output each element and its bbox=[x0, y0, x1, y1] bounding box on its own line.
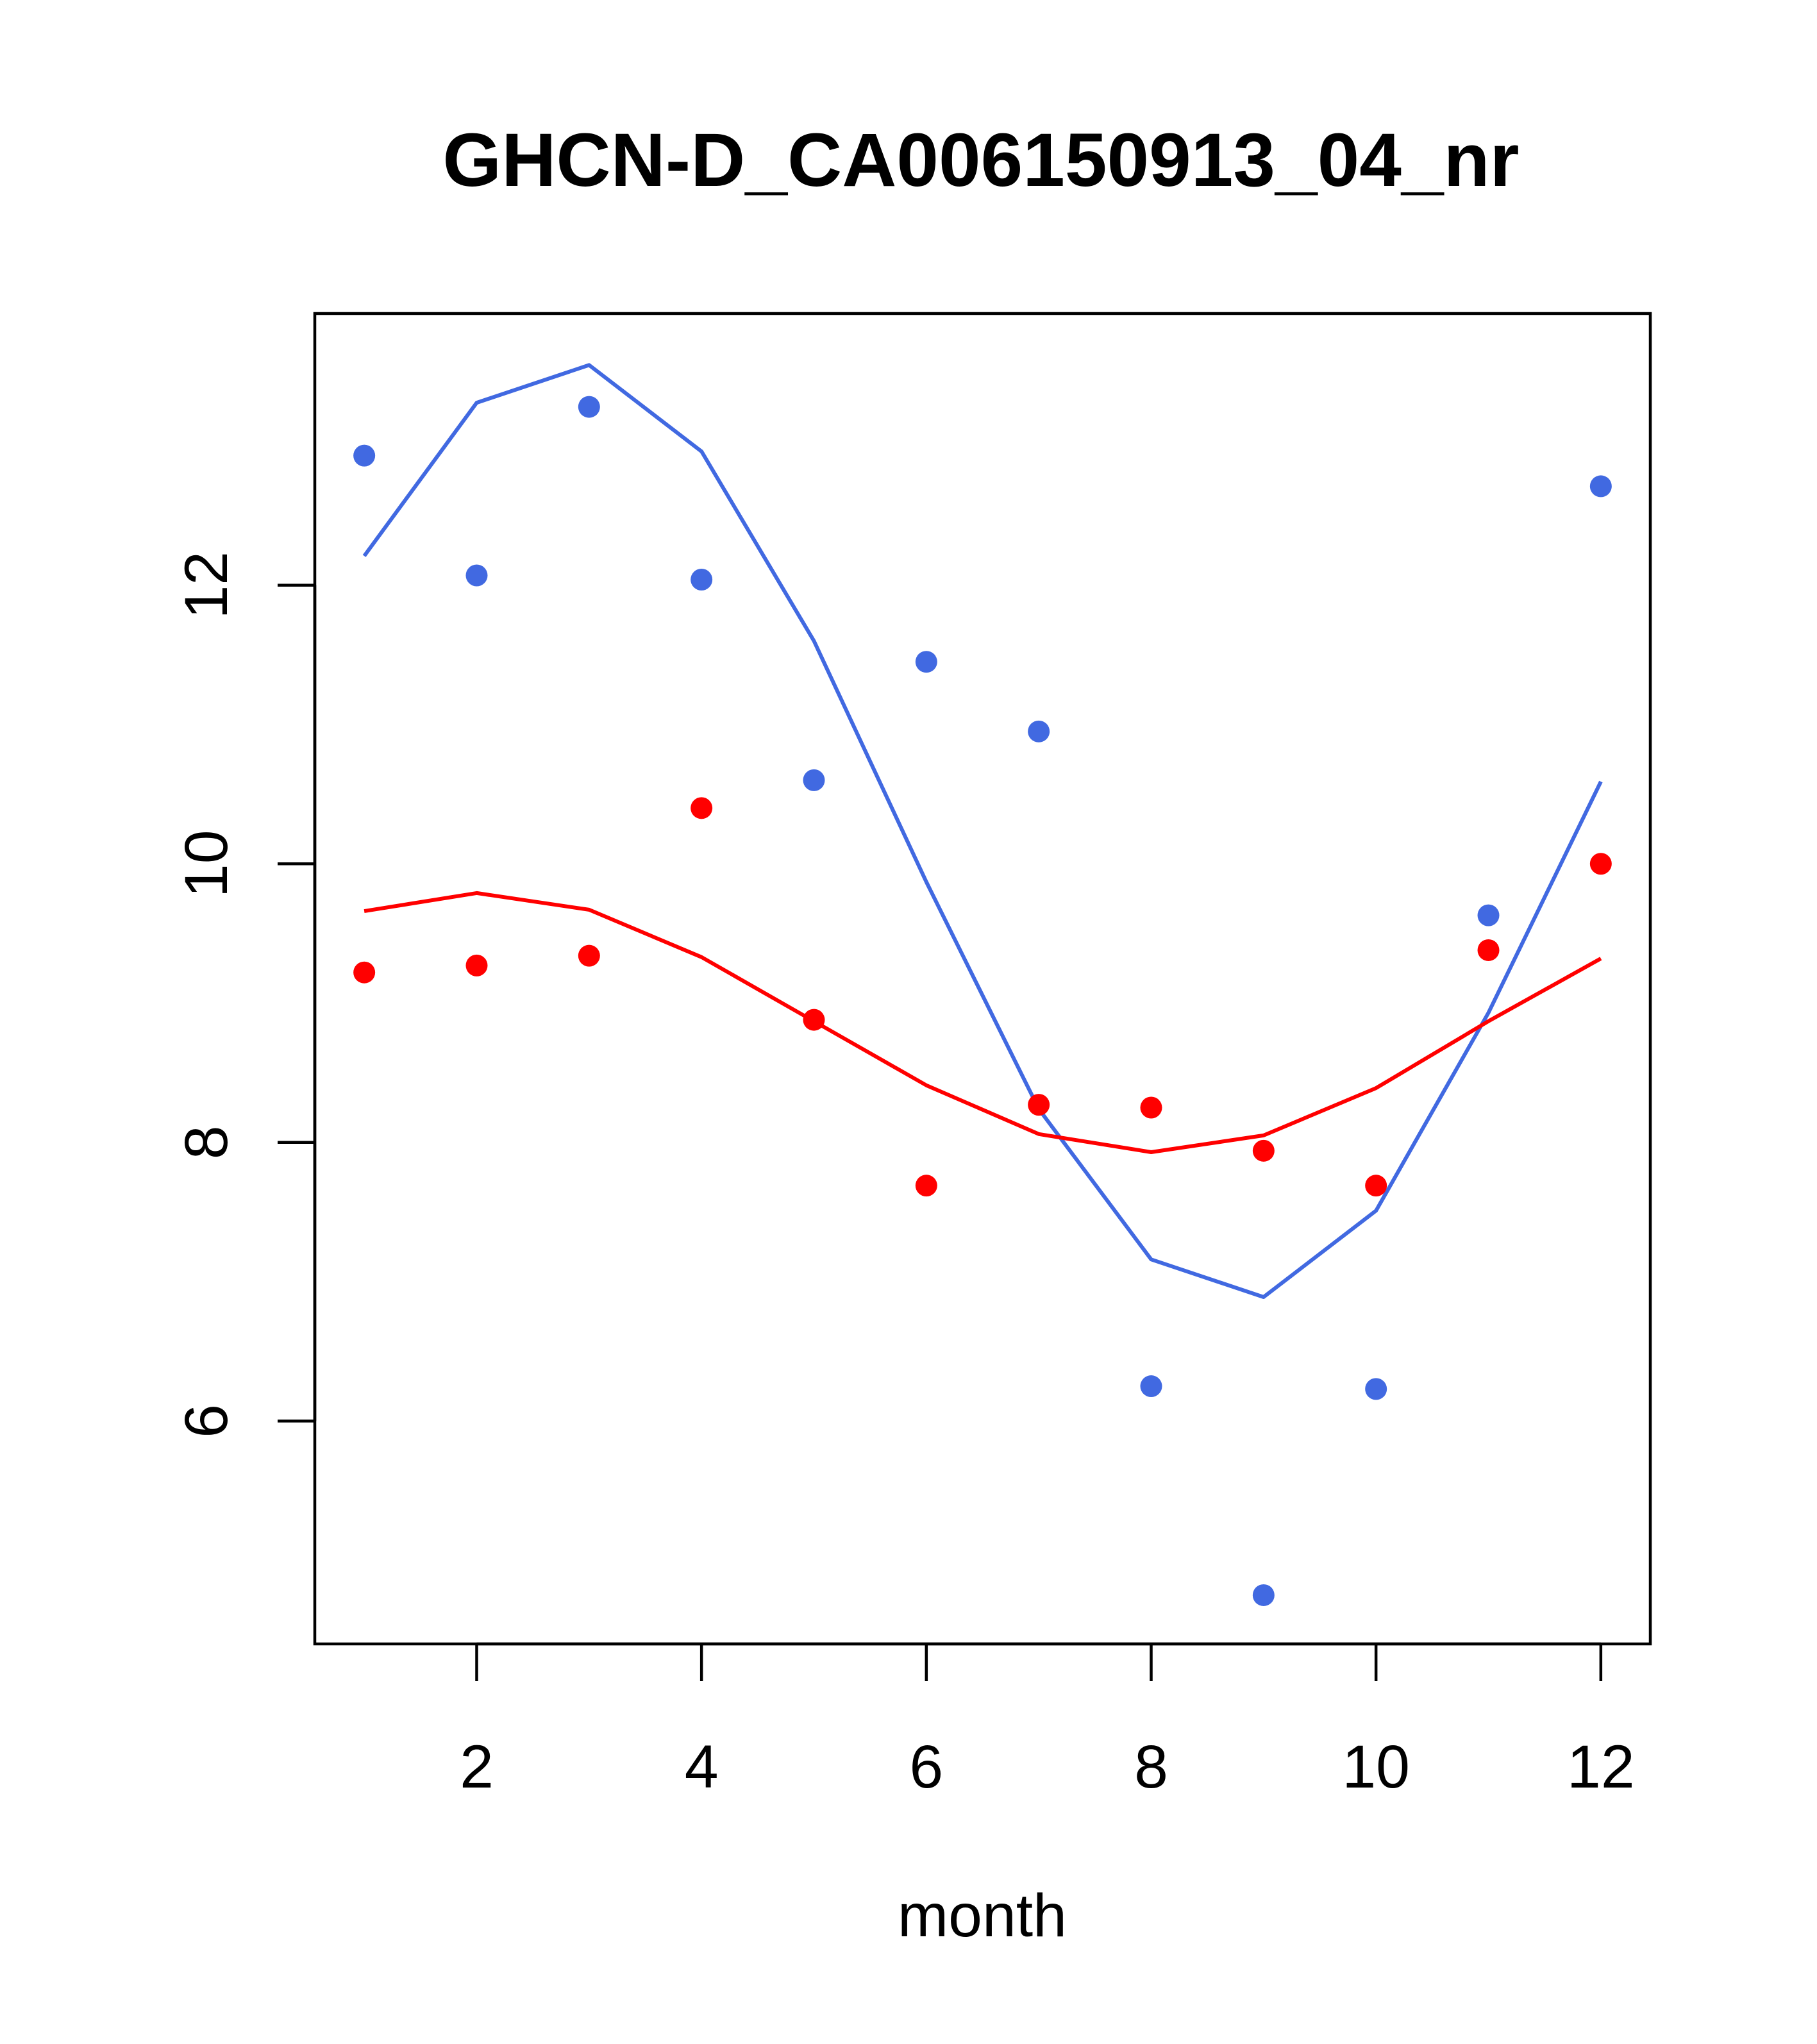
series-2-point bbox=[1028, 1094, 1050, 1116]
series-1-point bbox=[1028, 720, 1050, 742]
series-1-point bbox=[803, 769, 825, 791]
series-points bbox=[353, 396, 1612, 1606]
x-tick-label: 2 bbox=[460, 1733, 494, 1801]
x-tick-label: 8 bbox=[1134, 1733, 1168, 1801]
x-tick-label: 6 bbox=[909, 1733, 943, 1801]
y-axis: 6 8 10 12 bbox=[172, 551, 317, 1438]
plot-frame bbox=[313, 312, 1652, 1646]
series-2-point bbox=[353, 961, 376, 984]
x-axis: 2 4 6 8 10 12 bbox=[460, 1642, 1635, 1801]
series-1-point bbox=[1140, 1375, 1162, 1398]
series-2-point bbox=[1477, 939, 1500, 961]
series-1-point bbox=[578, 396, 600, 418]
series-2-point bbox=[465, 954, 488, 976]
series-1-point bbox=[1365, 1378, 1387, 1400]
series-1-point bbox=[1589, 475, 1612, 498]
series-2-point bbox=[915, 1175, 937, 1197]
series-2-point bbox=[1589, 853, 1612, 875]
series-1-point bbox=[1252, 1584, 1275, 1606]
series-2-point bbox=[1252, 1139, 1275, 1162]
series-1-point bbox=[915, 651, 937, 673]
y-tick-label: 10 bbox=[172, 830, 240, 898]
x-tick-label: 10 bbox=[1342, 1733, 1410, 1801]
series-2-point bbox=[1140, 1096, 1162, 1119]
series-1-line bbox=[362, 363, 1603, 1299]
series-lines bbox=[362, 363, 1603, 1299]
series-1-point bbox=[353, 444, 376, 467]
series-2-point bbox=[578, 944, 600, 967]
chart-title: GHCN-D_CA006150913_04_nr bbox=[442, 118, 1519, 203]
series-2-line bbox=[364, 891, 1602, 1154]
x-tick-label: 12 bbox=[1567, 1733, 1635, 1801]
y-tick-label: 6 bbox=[172, 1404, 240, 1438]
y-tick-label: 8 bbox=[172, 1125, 240, 1159]
series-2-point bbox=[1365, 1175, 1387, 1197]
series-2-point bbox=[691, 797, 713, 819]
x-axis-label: month bbox=[898, 1882, 1067, 1950]
series-1-point bbox=[691, 569, 713, 591]
series-2-point bbox=[803, 1009, 825, 1031]
series-1-point bbox=[465, 564, 488, 587]
y-tick-label: 12 bbox=[172, 551, 240, 619]
x-tick-label: 4 bbox=[685, 1733, 719, 1801]
series-1-point bbox=[1477, 904, 1500, 926]
